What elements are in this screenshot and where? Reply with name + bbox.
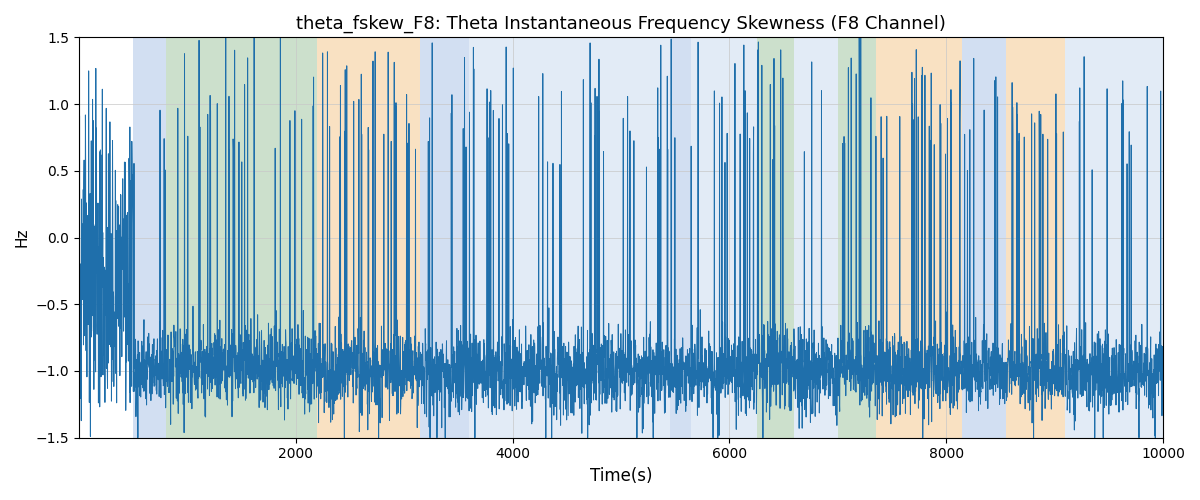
Bar	[962, 38, 1006, 438]
Bar	[133, 38, 166, 438]
Bar	[838, 38, 876, 438]
Bar	[876, 38, 962, 438]
Title: theta_fskew_F8: Theta Instantaneous Frequency Skewness (F8 Channel): theta_fskew_F8: Theta Instantaneous Freq…	[296, 15, 946, 34]
Bar	[691, 38, 756, 438]
Bar	[166, 38, 318, 438]
Bar	[469, 38, 670, 438]
Bar	[794, 38, 838, 438]
Bar	[420, 38, 469, 438]
Bar	[670, 38, 691, 438]
Y-axis label: Hz: Hz	[14, 228, 30, 248]
Bar	[318, 38, 420, 438]
Bar	[1066, 38, 1163, 438]
Bar	[1006, 38, 1066, 438]
Bar	[756, 38, 794, 438]
X-axis label: Time(s): Time(s)	[589, 467, 653, 485]
